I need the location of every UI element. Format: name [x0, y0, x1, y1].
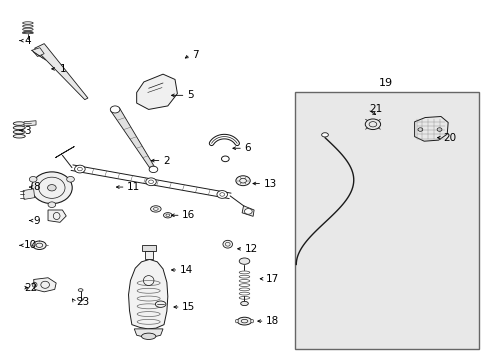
Text: 20: 20: [443, 133, 456, 143]
Ellipse shape: [244, 208, 252, 214]
Ellipse shape: [235, 319, 238, 323]
Ellipse shape: [237, 317, 251, 325]
Ellipse shape: [48, 202, 56, 207]
Text: 8: 8: [34, 182, 40, 192]
Text: 23: 23: [76, 297, 89, 307]
Ellipse shape: [13, 122, 25, 125]
Polygon shape: [134, 329, 163, 337]
Ellipse shape: [223, 240, 232, 248]
Ellipse shape: [110, 106, 120, 113]
Polygon shape: [128, 259, 167, 329]
Polygon shape: [35, 44, 88, 100]
Ellipse shape: [66, 176, 74, 182]
Text: 7: 7: [191, 50, 198, 60]
Text: 13: 13: [263, 179, 276, 189]
Polygon shape: [23, 189, 35, 199]
Text: 1: 1: [60, 64, 66, 74]
Text: 11: 11: [127, 182, 140, 192]
Text: 18: 18: [265, 316, 279, 326]
Ellipse shape: [22, 31, 33, 34]
Text: 15: 15: [182, 302, 195, 312]
Polygon shape: [111, 108, 155, 170]
Ellipse shape: [22, 28, 33, 31]
Text: 21: 21: [368, 104, 382, 114]
Ellipse shape: [145, 178, 156, 186]
Text: 14: 14: [180, 265, 193, 275]
Text: 16: 16: [182, 210, 195, 220]
Ellipse shape: [163, 213, 172, 218]
Ellipse shape: [321, 133, 328, 137]
Text: 17: 17: [265, 274, 279, 284]
Ellipse shape: [149, 166, 158, 172]
Ellipse shape: [13, 130, 25, 134]
Polygon shape: [242, 206, 254, 216]
Ellipse shape: [239, 258, 249, 264]
Ellipse shape: [75, 165, 85, 173]
Ellipse shape: [155, 301, 165, 307]
Polygon shape: [144, 251, 153, 259]
Text: 4: 4: [24, 36, 31, 46]
Ellipse shape: [141, 333, 156, 339]
Text: 10: 10: [24, 240, 37, 250]
Ellipse shape: [29, 176, 37, 182]
Ellipse shape: [31, 172, 72, 204]
Ellipse shape: [22, 22, 33, 24]
Text: 5: 5: [186, 90, 193, 100]
Text: 9: 9: [34, 216, 40, 226]
Ellipse shape: [78, 289, 83, 292]
Polygon shape: [55, 147, 74, 158]
Text: 19: 19: [378, 78, 392, 88]
Text: 12: 12: [244, 244, 257, 254]
Ellipse shape: [13, 126, 25, 130]
Ellipse shape: [221, 156, 229, 162]
Ellipse shape: [250, 319, 253, 323]
Text: 3: 3: [24, 126, 31, 136]
Polygon shape: [48, 210, 66, 222]
Ellipse shape: [22, 25, 33, 27]
Polygon shape: [137, 74, 177, 109]
Text: 2: 2: [163, 156, 169, 166]
Ellipse shape: [13, 135, 25, 138]
Bar: [294, 92, 478, 349]
Polygon shape: [414, 117, 447, 141]
Ellipse shape: [235, 176, 250, 186]
Ellipse shape: [33, 241, 46, 249]
Polygon shape: [142, 245, 156, 251]
Ellipse shape: [150, 206, 161, 212]
Polygon shape: [32, 48, 44, 57]
Ellipse shape: [217, 190, 227, 198]
Ellipse shape: [47, 185, 56, 191]
Ellipse shape: [365, 119, 380, 130]
Text: 6: 6: [244, 143, 251, 153]
Ellipse shape: [240, 301, 248, 306]
Polygon shape: [34, 278, 56, 292]
Text: 22: 22: [24, 283, 37, 293]
Polygon shape: [24, 121, 36, 126]
